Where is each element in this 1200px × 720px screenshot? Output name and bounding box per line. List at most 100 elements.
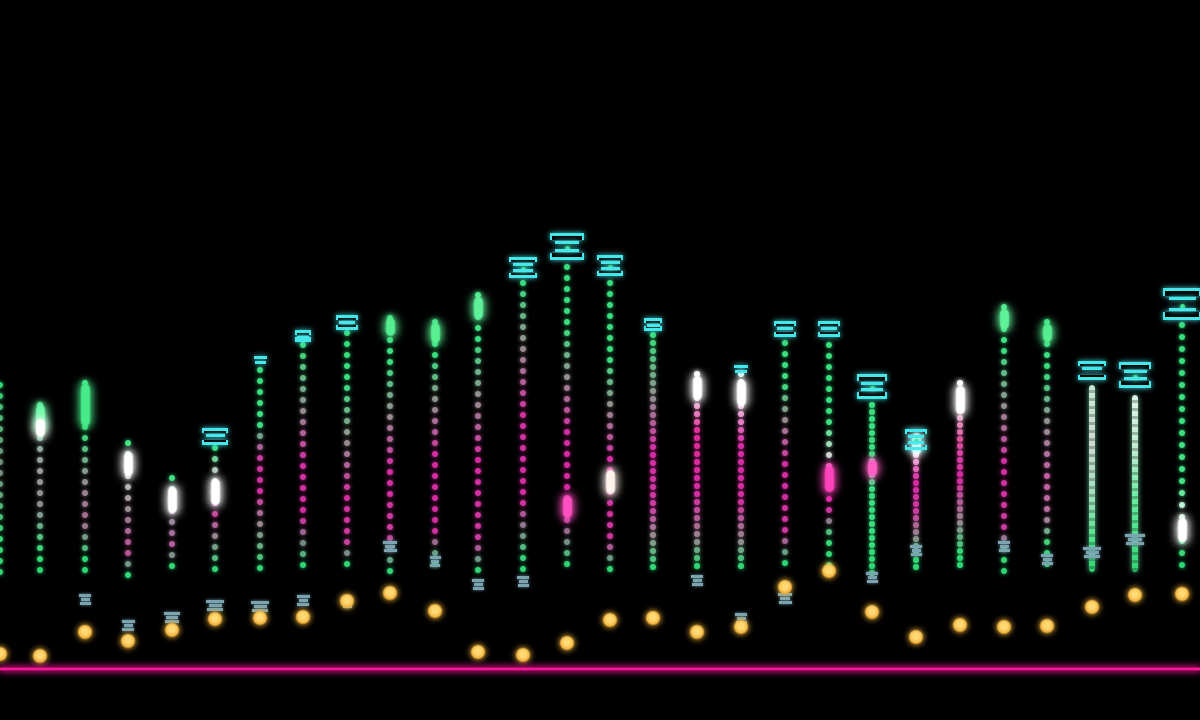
spectrum-dot xyxy=(431,472,439,480)
spectrum-dot xyxy=(36,566,44,574)
spectrum-dot xyxy=(694,547,700,553)
spectrum-dot xyxy=(1178,333,1186,341)
spectrum-dot xyxy=(299,473,307,481)
spectrum-dot xyxy=(81,478,89,486)
spectrum-dot xyxy=(299,385,307,393)
mini-marker-icon xyxy=(473,583,483,586)
spectrum-dot xyxy=(211,510,219,518)
peak-marker-icon xyxy=(600,261,620,264)
spectrum-dot xyxy=(563,263,571,271)
flare-highlight xyxy=(1177,518,1187,542)
spectrum-dot xyxy=(781,515,789,523)
spectrum-dot xyxy=(1043,439,1051,447)
spectrum-dot xyxy=(781,438,789,446)
spectrum-dot xyxy=(781,526,789,534)
spectrum-dot xyxy=(694,459,700,465)
bass-dot xyxy=(603,613,617,627)
spectrum-dot xyxy=(606,554,614,562)
flare-highlight xyxy=(824,466,834,492)
spectrum-dot xyxy=(957,485,963,491)
peak-marker-dot xyxy=(520,267,526,272)
spectrum-dot xyxy=(825,396,833,404)
spectrum-dot xyxy=(606,499,614,507)
spectrum-dot xyxy=(124,549,132,557)
spectrum-dot xyxy=(124,516,132,524)
spectrum-dot xyxy=(1178,441,1186,449)
spectrum-dot xyxy=(563,428,571,436)
spectrum-dot xyxy=(431,351,439,359)
spectrum-dot xyxy=(256,498,264,506)
spectrum-dot xyxy=(957,478,963,484)
spectrum-dot xyxy=(0,436,4,444)
spectrum-dot xyxy=(0,425,4,433)
mini-marker-icon xyxy=(79,594,91,597)
spectrum-dot xyxy=(869,570,875,576)
spectrum-dot xyxy=(825,473,833,481)
peak-marker-icon xyxy=(774,332,796,337)
peak-marker-icon xyxy=(509,273,537,278)
spectrum-dot xyxy=(563,340,571,348)
spectrum-dot xyxy=(825,374,833,382)
spectrum-dot xyxy=(869,458,875,464)
spectrum-dot xyxy=(650,348,656,354)
spectrum-dot xyxy=(124,494,132,502)
spectrum-dot xyxy=(299,407,307,415)
spectrum-dot xyxy=(1043,560,1051,568)
spectrum-dot xyxy=(825,352,833,360)
spectrum-dot xyxy=(606,477,614,485)
peak-marker-icon xyxy=(908,435,924,438)
spectrum-dot xyxy=(81,401,89,409)
spectrum-dot xyxy=(1178,501,1186,509)
spectrum-dot xyxy=(738,451,744,457)
spectrum-dot xyxy=(825,484,833,492)
spectrum-dot xyxy=(168,485,176,493)
spectrum-dot xyxy=(256,410,264,418)
spectrum-dot xyxy=(1178,513,1186,521)
spectrum-dot xyxy=(474,357,482,365)
spectrum-dot xyxy=(256,443,264,451)
spectrum-dot xyxy=(781,394,789,402)
peak-marker-icon xyxy=(202,428,228,433)
spectrum-dot xyxy=(869,556,875,562)
spectrum-dot xyxy=(0,524,4,532)
spectrum-dot xyxy=(606,521,614,529)
spectrum-dot xyxy=(0,458,4,466)
mini-marker-icon xyxy=(431,560,439,563)
peak-marker-icon xyxy=(295,330,311,335)
spectrum-dot xyxy=(957,562,963,568)
spectrum-dot xyxy=(474,335,482,343)
spectrum-dot xyxy=(650,468,656,474)
peak-marker-dot xyxy=(1132,375,1138,380)
spectrum-dot xyxy=(738,371,744,377)
spectrum-dot xyxy=(0,447,4,455)
bass-dot xyxy=(78,625,92,639)
spectrum-dot xyxy=(694,467,700,473)
spectrum-dot xyxy=(1043,549,1051,557)
spectrum-dot xyxy=(957,492,963,498)
spectrum-dot xyxy=(694,555,700,561)
spectrum-dot xyxy=(913,529,919,535)
flare-highlight xyxy=(867,460,877,476)
spectrum-dot xyxy=(519,455,527,463)
peak-marker-icon xyxy=(254,361,266,364)
spectrum-dot xyxy=(1000,468,1008,476)
bass-dot xyxy=(516,648,530,662)
spectrum-dot xyxy=(738,531,744,537)
peak-marker-icon xyxy=(550,233,584,240)
spectrum-dot xyxy=(36,555,44,563)
spectrum-dot xyxy=(913,473,919,479)
spectrum-dot xyxy=(431,516,439,524)
mini-marker-icon xyxy=(867,576,877,579)
spectrum-dot xyxy=(299,517,307,525)
spectrum-dot xyxy=(168,474,176,482)
spectrum-dot xyxy=(211,488,219,496)
spectrum-dot xyxy=(343,461,351,469)
spectrum-dot xyxy=(1043,384,1051,392)
spectrum-dot xyxy=(1043,527,1051,535)
spectrum-dot xyxy=(474,401,482,409)
peak-marker-icon xyxy=(774,321,796,326)
spectrum-dot xyxy=(431,384,439,392)
spectrum-dot xyxy=(913,522,919,528)
flare-highlight xyxy=(736,380,746,406)
spectrum-dot xyxy=(957,443,963,449)
